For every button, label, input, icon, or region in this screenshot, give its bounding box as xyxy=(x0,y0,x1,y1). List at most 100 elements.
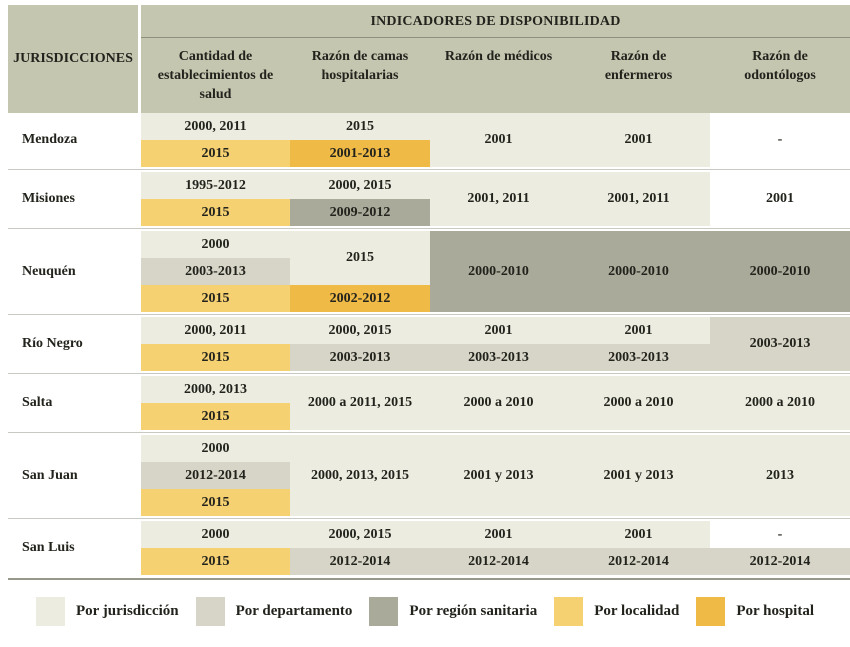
data-cell: 2000 a 2010 xyxy=(567,376,710,430)
data-cell: 2001 y 2013 xyxy=(567,435,710,516)
data-cell: 2000-2010 xyxy=(567,231,710,312)
data-cell: 2000 xyxy=(141,521,290,548)
jurisdictions-header: JURISDICCIONES xyxy=(8,5,138,113)
indicator-column: 2000 2003-2013 2015 xyxy=(141,231,290,312)
jurisdiction-label: San Juan xyxy=(8,435,138,516)
column-gap xyxy=(138,435,141,516)
legend-swatch-hospital xyxy=(696,597,726,626)
indicator-column: 2000, 2013 2015 xyxy=(141,376,290,430)
legend-label: Por región sanitaria xyxy=(409,603,538,619)
legend-item: Por jurisdicción xyxy=(35,597,179,626)
jurisdiction-label: Salta xyxy=(8,376,138,430)
data-cell: 2012-2014 xyxy=(290,548,430,575)
legend-swatch-localidad xyxy=(554,597,584,626)
data-cell: 2012-2014 xyxy=(710,548,850,575)
data-cell: - xyxy=(710,113,850,167)
indicator-column: 2000-2010 xyxy=(567,231,710,312)
data-cell: 2015 xyxy=(141,489,290,516)
indicator-column: 2015 2002-2012 xyxy=(290,231,430,312)
jurisdiction-label: Río Negro xyxy=(8,317,138,371)
data-cell: 2001, 2011 xyxy=(567,172,710,226)
indicator-column: 2000-2010 xyxy=(430,231,567,312)
indicator-column: 2000, 2011 2015 xyxy=(141,317,290,371)
indicator-column: 2000 a 2010 xyxy=(710,376,850,430)
legend-swatch-departamento xyxy=(195,597,225,626)
table-row: Neuquén 2000 2003-2013 2015 2015 2002-2012 200… xyxy=(8,231,850,312)
data-cell: 2000-2010 xyxy=(430,231,567,312)
column-headers: Cantidad de establecimientos de salud Raz… xyxy=(141,38,850,104)
availability-table: JURISDICCIONES INDICADORES DE DISPONIBIL… xyxy=(8,5,850,580)
data-cell: 2002-2012 xyxy=(290,285,430,312)
data-cell: 2001 xyxy=(567,317,710,344)
data-cell: 2015 xyxy=(141,285,290,312)
legend-label: Por localidad xyxy=(594,603,680,619)
legend-item: Por departamento xyxy=(195,597,352,626)
indicator-column: 2000, 2015 2012-2014 xyxy=(290,521,430,575)
data-cell: 2000, 2011 xyxy=(141,113,290,140)
indicator-column: 2000 2015 xyxy=(141,521,290,575)
legend-item: Por localidad xyxy=(554,597,679,626)
indicator-column: 2001 xyxy=(430,113,567,167)
table-row: Salta 2000, 2013 2015 2000 a 2011, 2015 2000… xyxy=(8,376,850,430)
data-cell: 2003-2013 xyxy=(141,258,290,285)
table-row: Mendoza 2000, 2011 2015 2015 2001-2013 2001 20… xyxy=(8,113,850,167)
data-cell: 2001 xyxy=(567,521,710,548)
indicator-column: 2001 y 2013 xyxy=(430,435,567,516)
row-separator-line xyxy=(8,430,850,435)
data-cell: 2000 a 2010 xyxy=(710,376,850,430)
column-gap xyxy=(138,5,141,113)
data-cell: 2012-2014 xyxy=(141,462,290,489)
data-cell: 2000, 2011 xyxy=(141,317,290,344)
data-cell: 2001 xyxy=(430,113,567,167)
data-cell: 2001 xyxy=(430,317,567,344)
data-cell: 2000, 2015 xyxy=(290,317,430,344)
table-row: Río Negro 2000, 2011 2015 2000, 2015 2003-20… xyxy=(8,317,850,371)
indicator-column: 2001 xyxy=(567,113,710,167)
column-gap xyxy=(138,113,141,167)
table-body: Mendoza 2000, 2011 2015 2015 2001-2013 2001 20… xyxy=(8,113,850,580)
legend-label: Por jurisdicción xyxy=(75,603,179,619)
legend: Por jurisdicción Por departamento Por regi… xyxy=(0,597,850,626)
indicator-column: 2000 a 2011, 2015 xyxy=(290,376,430,430)
data-cell: 2000, 2013 xyxy=(141,376,290,403)
indicator-column: 2001 2003-2013 xyxy=(567,317,710,371)
table-row: San Luis 2000 2015 2000, 2015 2012-2014 2001 2… xyxy=(8,521,850,575)
indicator-column: - xyxy=(710,113,850,167)
row-separator-line xyxy=(8,516,850,521)
indicators-header-block: INDICADORES DE DISPONIBILIDAD Cantidad d… xyxy=(141,5,850,113)
indicator-column: 2000-2010 xyxy=(710,231,850,312)
indicator-column: 2000 a 2010 xyxy=(430,376,567,430)
column-gap xyxy=(138,172,141,226)
data-cell: 2001 xyxy=(710,172,850,226)
indicator-column: 2000, 2011 2015 xyxy=(141,113,290,167)
indicator-column: 2000, 2015 2003-2013 xyxy=(290,317,430,371)
legend-item: Por hospital xyxy=(696,597,814,626)
data-cell: 2001, 2011 xyxy=(430,172,567,226)
table-header: JURISDICCIONES INDICADORES DE DISPONIBIL… xyxy=(8,5,850,113)
column-header: Razón de camas hospitalarias xyxy=(311,49,409,83)
data-cell: 2013 xyxy=(710,435,850,516)
column-header: Razón de enfermeros xyxy=(604,49,673,83)
indicator-column: 2001 2012-2014 xyxy=(430,521,567,575)
column-header: Razón de odontólogos xyxy=(744,49,816,83)
data-cell: 2001-2013 xyxy=(290,140,430,167)
legend-item: Por región sanitaria xyxy=(369,597,537,626)
table-title: INDICADORES DE DISPONIBILIDAD xyxy=(370,14,621,29)
column-header: Cantidad de establecimientos de salud xyxy=(157,49,274,102)
column-gap xyxy=(138,376,141,430)
row-separator-line xyxy=(8,371,850,376)
table-row: Misiones 1995-2012 2015 2000, 2015 2009-2012… xyxy=(8,172,850,226)
data-cell: 2000 xyxy=(141,435,290,462)
data-cell: 2009-2012 xyxy=(290,199,430,226)
data-cell: 2001 y 2013 xyxy=(430,435,567,516)
data-cell: 2003-2013 xyxy=(567,344,710,371)
indicator-column: 2013 xyxy=(710,435,850,516)
data-cell: 2003-2013 xyxy=(710,317,850,371)
data-cell: 2000 a 2010 xyxy=(430,376,567,430)
column-gap xyxy=(138,317,141,371)
data-cell: 2015 xyxy=(141,403,290,430)
column-gap xyxy=(138,521,141,575)
data-cell: 2012-2014 xyxy=(430,548,567,575)
data-cell: 2012-2014 xyxy=(567,548,710,575)
